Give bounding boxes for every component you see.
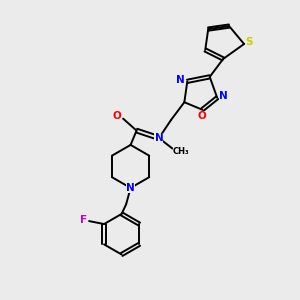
Text: O: O bbox=[198, 111, 207, 121]
Text: O: O bbox=[113, 111, 122, 121]
Text: N: N bbox=[176, 75, 185, 85]
Text: S: S bbox=[245, 38, 252, 47]
Text: CH₃: CH₃ bbox=[173, 147, 190, 156]
Text: N: N bbox=[219, 91, 228, 101]
Text: N: N bbox=[154, 133, 163, 143]
Text: F: F bbox=[80, 214, 87, 225]
Text: N: N bbox=[126, 183, 135, 193]
